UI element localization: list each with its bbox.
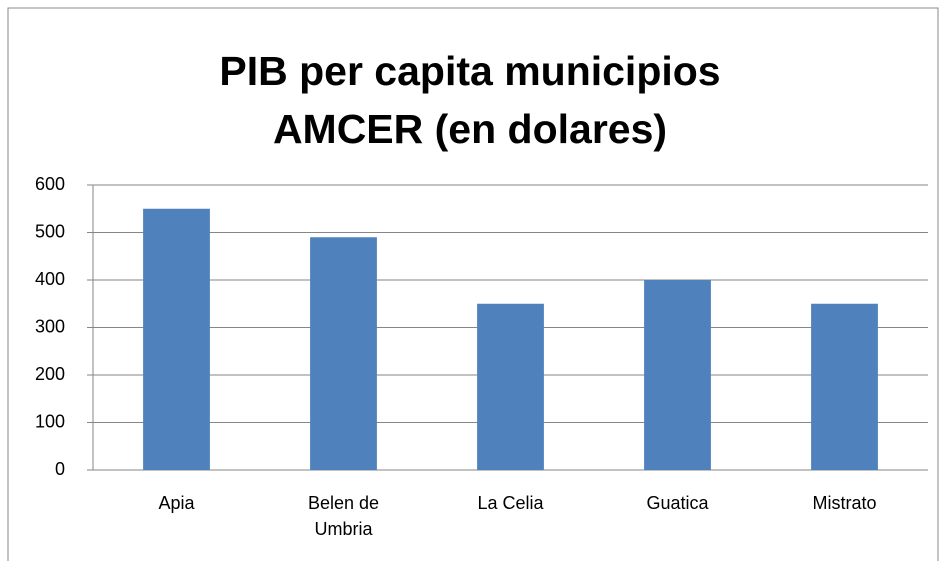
y-tick-label: 100 — [35, 411, 65, 431]
y-tick-label: 400 — [35, 269, 65, 289]
y-tick-label: 600 — [35, 174, 65, 194]
y-tick-label: 300 — [35, 316, 65, 336]
y-tick-label: 0 — [55, 459, 65, 479]
x-tick-label: Guatica — [646, 493, 709, 513]
x-tick-label: Mistrato — [812, 493, 877, 513]
x-tick-label: Apia — [158, 493, 195, 513]
bar — [143, 208, 210, 470]
bar — [310, 237, 377, 470]
x-tick-label: La Celia — [477, 493, 544, 513]
y-tick-label: 500 — [35, 221, 65, 241]
y-tick-label: 200 — [35, 364, 65, 384]
chart-border — [7, 7, 939, 561]
bar — [477, 303, 544, 470]
chart-title: PIB per capita municipios AMCER (en dola… — [219, 48, 721, 152]
x-tick-label: Belen de Umbria — [307, 493, 380, 539]
bar — [644, 280, 711, 470]
bar — [811, 303, 878, 470]
